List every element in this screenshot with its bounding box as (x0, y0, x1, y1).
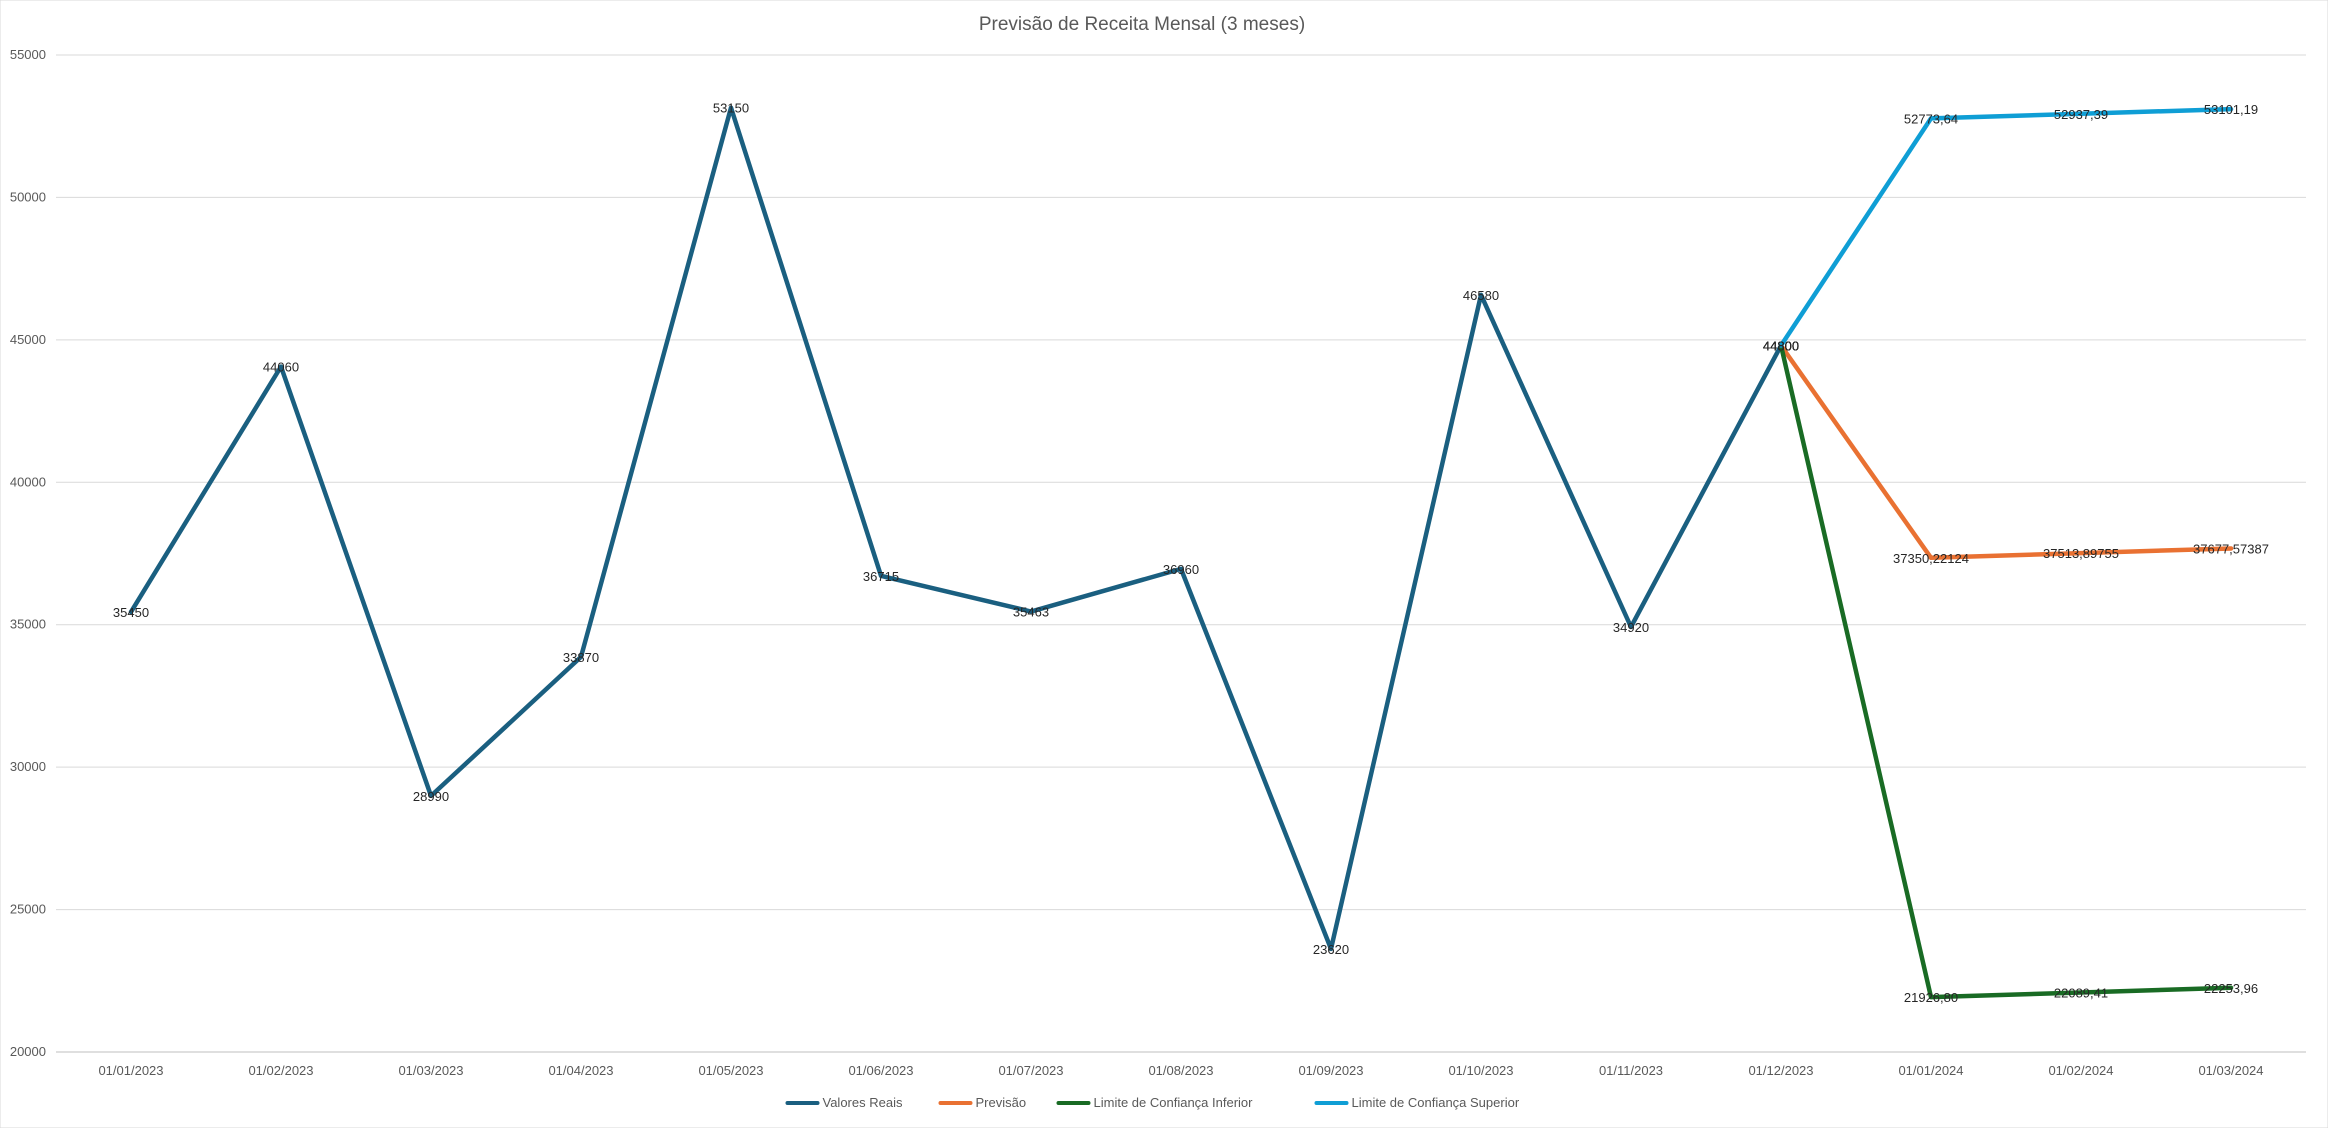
axes: 20000 25000 30000 35000 40000 45000 50000 55000… (10, 47, 2264, 1078)
data-label: 52937,39 (2054, 107, 2108, 122)
data-point (1779, 343, 1783, 348)
legend-label: Limite de Confiança Superior (1352, 1095, 1520, 1110)
legend-item: Limite de Confiança Inferior (1056, 1095, 1254, 1110)
data-point (1029, 609, 1033, 614)
y-tick-label: 50000 (10, 189, 46, 204)
data-label: 33870 (563, 650, 599, 665)
legend-label: Valores Reais (823, 1095, 903, 1110)
x-tick-label: 01/08/2023 (1148, 1063, 1213, 1078)
legend-item: Previsão (938, 1095, 1027, 1110)
data-point (879, 573, 883, 578)
data-label: 22253,96 (2204, 981, 2258, 996)
y-tick-label: 40000 (10, 474, 46, 489)
x-tick-label: 01/10/2023 (1448, 1063, 1513, 1078)
data-label: 37350,22124 (1893, 551, 1969, 566)
data-point (279, 364, 283, 369)
data-label: 44800 (1763, 339, 1799, 354)
x-tick-label: 01/06/2023 (848, 1063, 913, 1078)
chart-title: Previsão de Receita Mensal (3 meses) (979, 14, 1305, 35)
y-tick-label: 45000 (10, 332, 46, 347)
data-label: 34920 (1613, 620, 1649, 635)
y-tick-label: 20000 (10, 1044, 46, 1059)
x-tick-label: 01/01/2024 (1898, 1063, 1963, 1078)
x-tick-label: 01/09/2023 (1298, 1063, 1363, 1078)
data-point (1179, 566, 1183, 571)
gridlines (56, 54, 2306, 1053)
x-tick-label: 01/03/2024 (2198, 1063, 2263, 1078)
legend: Valores Reais Previsão Limite de Confiança… (785, 1095, 1520, 1110)
data-point (2229, 107, 2233, 112)
data-point (1929, 995, 1933, 1000)
data-point (1479, 292, 1483, 297)
data-point (2079, 990, 2083, 995)
data-label: 46580 (1463, 288, 1499, 303)
series-lines (128, 105, 2234, 1000)
data-label: 44800 (1763, 339, 1799, 354)
legend-label: Previsão (976, 1095, 1027, 1110)
data-labels: 35450 44060 28990 33870 53150 36715 35463 36960… (113, 101, 2269, 1005)
series-line (1778, 343, 2234, 1000)
data-label: 37513,89755 (2043, 546, 2119, 561)
data-label: 35450 (113, 605, 149, 620)
y-tick-label: 55000 (10, 47, 46, 62)
series-line (1778, 106, 2234, 348)
x-tick-label: 01/02/2024 (2048, 1063, 2113, 1078)
legend-item: Valores Reais (785, 1095, 903, 1110)
data-point (1329, 946, 1333, 951)
data-label: 44800 (1763, 339, 1799, 354)
y-tick-label: 35000 (10, 617, 46, 632)
data-point (2229, 546, 2233, 551)
data-label: 36960 (1163, 562, 1199, 577)
data-point (1629, 624, 1633, 629)
x-tick-label: 01/12/2023 (1748, 1063, 1813, 1078)
data-label: 53101,19 (2204, 102, 2258, 117)
data-point (429, 793, 433, 798)
x-tick-label: 01/05/2023 (698, 1063, 763, 1078)
data-point (2079, 111, 2083, 116)
data-point (2229, 985, 2233, 990)
data-label: 21926,80 (1904, 990, 1958, 1005)
y-tick-label: 25000 (10, 902, 46, 917)
data-label: 23620 (1313, 942, 1349, 957)
x-tick-label: 01/03/2023 (398, 1063, 463, 1078)
data-point (2079, 551, 2083, 556)
data-point (579, 654, 583, 659)
data-label: 37677,57387 (2193, 541, 2269, 556)
legend-label: Limite de Confiança Inferior (1094, 1095, 1254, 1110)
data-label: 35463 (1013, 605, 1049, 620)
data-label: 52773,64 (1904, 111, 1958, 126)
x-tick-label: 01/07/2023 (998, 1063, 1063, 1078)
data-point (1929, 116, 1933, 121)
y-tick-label: 30000 (10, 759, 46, 774)
data-point (129, 609, 133, 614)
series-line (1778, 343, 2234, 561)
data-label: 28990 (413, 789, 449, 804)
data-label: 53150 (713, 101, 749, 116)
data-point (729, 105, 733, 110)
series-line (128, 105, 1784, 952)
data-label: 36715 (863, 569, 899, 584)
data-label: 22089,41 (2054, 985, 2108, 1000)
x-tick-label: 01/11/2023 (1599, 1063, 1663, 1078)
x-tick-label: 01/04/2023 (548, 1063, 613, 1078)
x-tick-label: 01/02/2023 (248, 1063, 313, 1078)
legend-item: Limite de Confiança Superior (1314, 1095, 1520, 1110)
x-tick-label: 01/01/2023 (98, 1063, 163, 1078)
data-label: 44800 (1763, 339, 1799, 354)
data-label: 44060 (263, 360, 299, 375)
data-point (1929, 555, 1933, 560)
